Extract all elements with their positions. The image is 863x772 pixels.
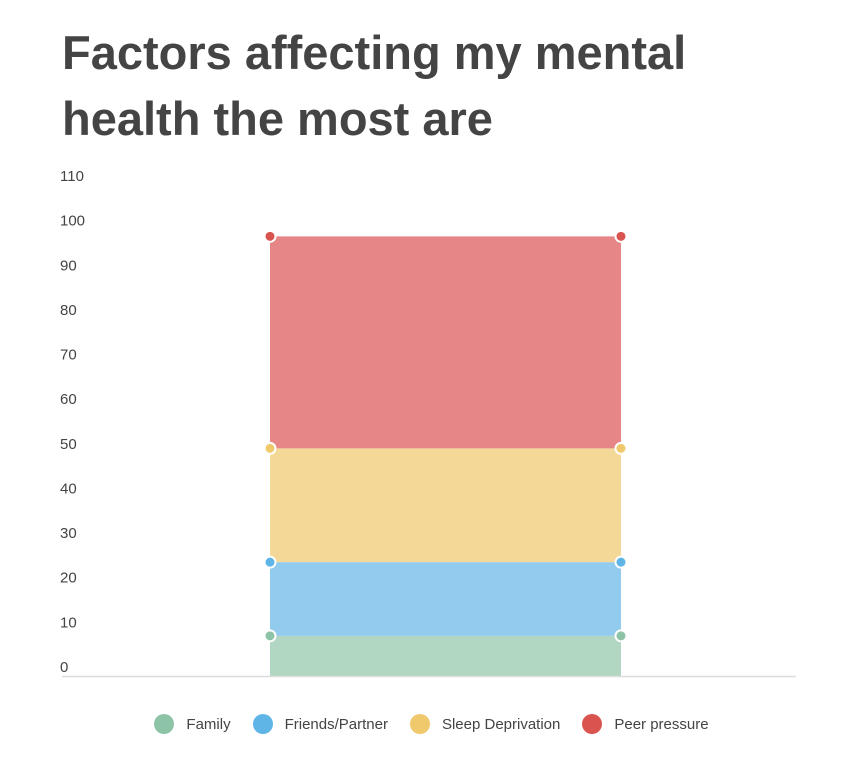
- legend-swatch-icon: [154, 714, 175, 734]
- point-sleep-deprivation[interactable]: [614, 441, 628, 455]
- legend-label: Sleep Deprivation: [441, 715, 561, 733]
- area-peer-pressure: [270, 236, 621, 449]
- point-peer-pressure[interactable]: [614, 229, 628, 243]
- legend-item[interactable]: Friends/Partner: [252, 714, 388, 734]
- point-friends-partner[interactable]: [263, 555, 277, 569]
- y-tick-label: 30: [60, 525, 77, 542]
- legend-label: Peer pressure: [614, 715, 709, 733]
- legend-swatch-icon: [409, 714, 430, 734]
- y-tick-label: 80: [60, 302, 77, 319]
- point-family[interactable]: [614, 629, 628, 643]
- legend-swatch-icon: [252, 714, 273, 734]
- y-tick-label: 90: [60, 257, 77, 274]
- y-tick-label: 40: [60, 480, 77, 497]
- y-tick-label: 110: [60, 168, 84, 185]
- y-tick-label: 10: [60, 614, 77, 631]
- y-axis-ticks: 0 10 20 30 40 50 60 70 80 90 100 110: [60, 168, 85, 676]
- y-tick-label: 60: [60, 391, 77, 408]
- legend-item[interactable]: Sleep Deprivation: [409, 714, 561, 734]
- area-family: [270, 635, 621, 676]
- legend-label: Friends/Partner: [284, 715, 388, 733]
- legend-swatch-icon: [582, 714, 603, 734]
- y-tick-label: 50: [60, 436, 77, 453]
- point-friends-partner[interactable]: [614, 555, 628, 569]
- y-tick-label: 70: [60, 347, 77, 364]
- point-peer-pressure[interactable]: [263, 229, 277, 243]
- point-sleep-deprivation[interactable]: [263, 441, 277, 455]
- series-areas: [270, 236, 621, 676]
- legend-label: Family: [186, 715, 231, 733]
- y-tick-label: 20: [60, 570, 77, 587]
- legend-item[interactable]: Family: [154, 714, 231, 734]
- series-points: [263, 229, 628, 643]
- legend-item[interactable]: Peer pressure: [582, 714, 709, 734]
- y-tick-label: 100: [60, 213, 85, 230]
- area-sleep-deprivation: [270, 448, 621, 563]
- stacked-area-chart: 0 10 20 30 40 50 60 70 80 90 100 110: [60, 168, 796, 678]
- area-friends-partner: [270, 562, 621, 636]
- point-family[interactable]: [263, 629, 277, 643]
- y-tick-label: 0: [60, 659, 68, 676]
- chart-title: Factors affecting my mental health the m…: [62, 26, 687, 145]
- legend: Family Friends/Partner Sleep Deprivation Pe…: [0, 710, 863, 738]
